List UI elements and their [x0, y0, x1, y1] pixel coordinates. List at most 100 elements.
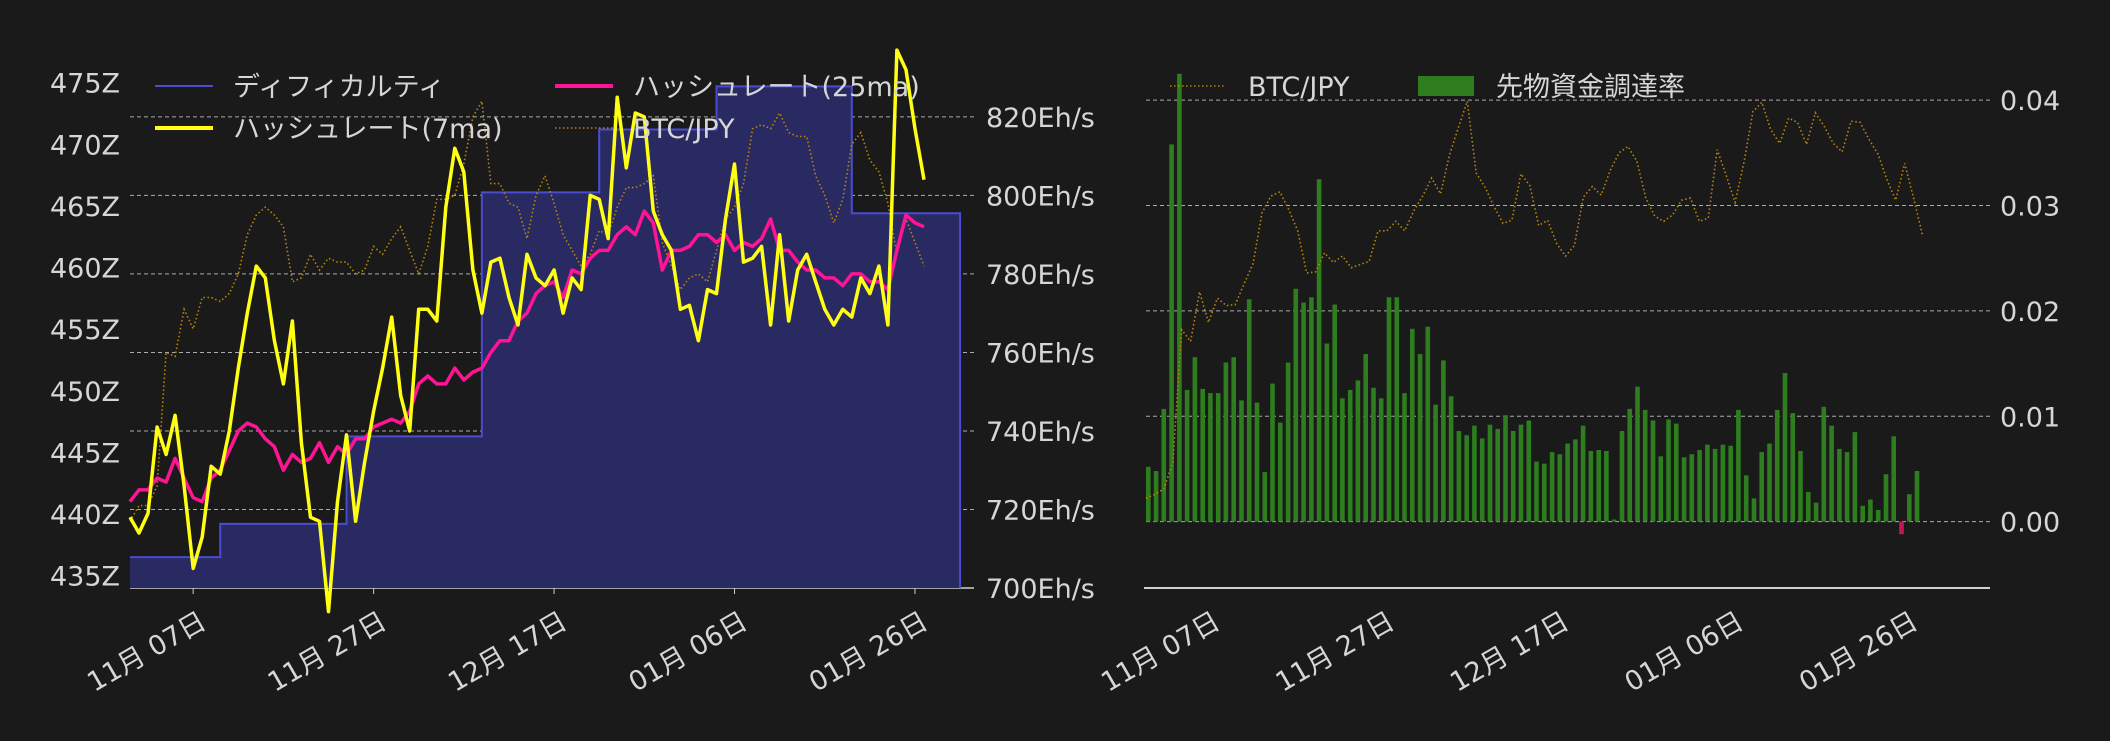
funding-rate-bar — [1192, 357, 1198, 522]
funding-rate-bar — [1642, 409, 1648, 522]
y-right-tick-label: 0.02 — [2000, 297, 2060, 328]
funding-rate-bar — [1868, 499, 1873, 522]
funding-rate-bar — [1728, 445, 1733, 522]
funding-rate-bar — [1806, 492, 1811, 522]
funding-rate-bar — [1425, 326, 1431, 522]
funding-rate-bar — [1378, 398, 1384, 522]
funding-rate-bar — [1596, 450, 1601, 522]
funding-rate-bar — [1347, 389, 1353, 522]
funding-rate-bar — [1883, 474, 1889, 522]
funding-rate-bar — [1565, 443, 1570, 522]
funding-rate-bar — [1472, 425, 1477, 522]
x-tick-label: 11月 07日 — [1096, 606, 1225, 698]
left-series — [128, 48, 962, 614]
funding-rate-bar — [1503, 415, 1508, 522]
legend-label: ハッシュレート(7ma) — [233, 114, 503, 145]
btc-jpy-line — [129, 98, 925, 522]
funding-rate-bar — [1534, 461, 1539, 522]
y-right-tick-label: 720Eh/s — [986, 495, 1095, 526]
funding-rate-bar — [1666, 419, 1671, 522]
y-left-tick-label: 455Z — [50, 315, 120, 346]
funding-rate-bar — [1790, 413, 1796, 522]
funding-rate-bar — [1860, 505, 1865, 522]
funding-rate-bar — [1254, 402, 1260, 522]
funding-rate-bar — [1184, 389, 1190, 522]
legend-label: ハッシュレート(25ma) — [633, 72, 920, 103]
funding-rate-bar — [1573, 439, 1578, 522]
x-tick-label: 01月 26日 — [1794, 606, 1923, 698]
funding-rate-bar — [1720, 444, 1726, 522]
funding-rate-bar — [1146, 466, 1151, 522]
y-left-tick-label: 440Z — [50, 500, 120, 531]
funding-rate-bar — [1278, 422, 1283, 522]
funding-rate-bar — [1914, 471, 1920, 522]
x-tick-label: 11月 27日 — [263, 606, 392, 698]
y-left-tick-label: 435Z — [50, 562, 120, 593]
funding-rate-bar — [1743, 475, 1749, 522]
funding-rate-bar — [1611, 519, 1617, 522]
funding-rate-bar — [1386, 297, 1392, 522]
funding-rate-bar — [1674, 423, 1679, 522]
funding-rate-bar — [1627, 408, 1632, 522]
funding-rate-bar — [1402, 393, 1407, 522]
funding-rate-bar — [1246, 299, 1252, 522]
funding-rate-bar — [1782, 373, 1788, 522]
funding-rate-bar — [1736, 409, 1741, 522]
funding-rate-bar — [1619, 431, 1625, 522]
hashrate-7ma-line — [128, 48, 926, 614]
funding-rate-bar — [1441, 360, 1446, 522]
funding-rate-bar — [1891, 436, 1896, 522]
funding-rate-bar — [1899, 521, 1904, 535]
funding-rate-bar — [1604, 451, 1609, 522]
y-right-tick-label: 740Eh/s — [986, 417, 1095, 448]
funding-rate-bar — [1285, 362, 1291, 522]
funding-rate-bar — [1798, 451, 1803, 522]
x-tick-label: 12月 17日 — [1445, 606, 1574, 698]
funding-rate-bar — [1549, 452, 1555, 522]
x-tick-label: 01月 06日 — [1620, 606, 1749, 698]
y-left-tick-label: 470Z — [50, 130, 120, 161]
funding-rate-bar — [1456, 431, 1462, 522]
left-chart-panel: 700Eh/s 720Eh/s 740Eh/s 760Eh/s 780Eh/s 800Eh… — [50, 48, 1095, 698]
funding-rate-bar — [1208, 393, 1213, 522]
funding-rate-bar — [1759, 452, 1764, 522]
y-right-tick-label: 780Eh/s — [986, 260, 1095, 291]
funding-rate-bar — [1301, 302, 1306, 522]
funding-rate-bar — [1844, 452, 1850, 522]
funding-rate-bar — [1557, 454, 1563, 522]
y-left-tick-label: 465Z — [50, 192, 120, 223]
hashrate-25ma-line — [128, 209, 925, 504]
right-legend: BTC/JPY 先物資金調達率 — [1170, 72, 1685, 103]
right-axes: 0.00 0.01 0.02 0.03 0.04 11月 07日 11月 27日 12月 17… — [1096, 86, 2060, 698]
y-right-tick-label: 0.03 — [2000, 192, 2060, 223]
funding-rate-bar — [1705, 444, 1710, 522]
funding-rate-bar — [1774, 409, 1780, 522]
funding-rate-bar — [1697, 450, 1702, 522]
y-right-tick-label: 0.04 — [2000, 86, 2060, 117]
funding-rate-bar — [1852, 432, 1858, 522]
funding-rate-bar — [1875, 510, 1881, 522]
y-right-tick-label: 0.01 — [2000, 402, 2060, 433]
funding-rate-bar — [1355, 380, 1361, 522]
funding-rate-bar — [1332, 304, 1337, 522]
y-right-tick-label: 820Eh/s — [986, 103, 1095, 134]
y-right-tick-label: 760Eh/s — [986, 338, 1095, 369]
difficulty-line — [130, 85, 962, 588]
funding-rate-bar — [1239, 400, 1244, 522]
funding-rate-bar — [1215, 393, 1221, 522]
x-tick-label: 11月 27日 — [1271, 606, 1400, 698]
funding-rate-bar — [1751, 498, 1757, 522]
funding-rate-bar — [1689, 454, 1695, 522]
funding-rate-bar — [1712, 448, 1718, 522]
x-tick-label: 01月 26日 — [804, 606, 933, 698]
funding-rate-bar — [1487, 424, 1493, 522]
funding-rate-bar — [1580, 425, 1586, 522]
funding-rate-bar — [1200, 388, 1205, 522]
funding-rate-bar — [1153, 471, 1159, 522]
legend-label: ディフィカルティ — [233, 72, 445, 103]
y-right-tick-label: 0.00 — [2000, 508, 2060, 539]
funding-rate-bar — [1448, 396, 1454, 522]
